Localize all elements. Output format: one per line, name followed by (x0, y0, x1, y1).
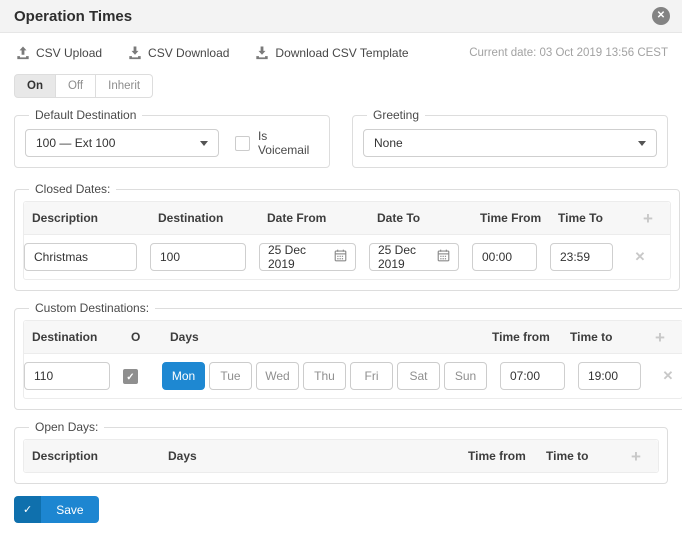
col-date-to: Date To (377, 211, 421, 225)
default-destination-legend: Default Destination (35, 108, 137, 122)
col-description: Description (32, 449, 99, 463)
open-days-fieldset: Open Days: Description Days Time from Ti… (14, 420, 668, 484)
chevron-down-icon (199, 140, 208, 146)
col-o: O (131, 330, 141, 344)
time-from-input[interactable] (472, 243, 537, 271)
col-description: Description (32, 211, 99, 225)
custom-destinations-legend: Custom Destinations: (35, 301, 150, 315)
closed-dates-table: Description Destination Date From Date T… (23, 201, 671, 280)
close-icon[interactable]: ✕ (652, 7, 670, 25)
csv-download-button[interactable]: CSV Download (128, 46, 229, 60)
table-row: ✓ Mon Tue Wed Thu Fri Sat Sun ✕ (24, 354, 682, 398)
time-to-input[interactable] (578, 362, 641, 390)
csv-upload-label: CSV Upload (36, 46, 103, 60)
col-days: Days (170, 330, 199, 344)
default-destination-select[interactable]: 100 — Ext 100 (25, 129, 219, 157)
destination-input[interactable] (150, 243, 246, 271)
chevron-down-icon (638, 140, 646, 146)
toolbar: CSV Upload CSV Download Download CSV Tem… (0, 33, 682, 70)
add-row-icon[interactable]: + (643, 208, 653, 228)
closed-dates-header-row: Description Destination Date From Date T… (24, 202, 670, 235)
table-row: 25 Dec 2019 25 Dec 2019 ✕ (24, 235, 670, 279)
toggle-inherit-button[interactable]: Inherit (96, 74, 154, 98)
toggle-off-button[interactable]: Off (55, 74, 97, 98)
csv-template-button[interactable]: Download CSV Template (255, 46, 409, 60)
toggle-on-button[interactable]: On (14, 74, 56, 98)
col-time-to: Time To (558, 211, 603, 225)
greeting-legend: Greeting (373, 108, 420, 122)
col-time-to: Time to (570, 330, 613, 344)
default-destination-value: 100 — Ext 100 (36, 136, 116, 150)
custom-destinations-header-row: Destination O Days Time from Time to + (24, 321, 682, 354)
time-from-input[interactable] (500, 362, 565, 390)
custom-destinations-fieldset: Custom Destinations: Destination O Days … (14, 301, 682, 410)
delete-row-icon[interactable]: ✕ (662, 368, 674, 383)
upload-icon (16, 46, 30, 60)
day-button-thu[interactable]: Thu (303, 362, 346, 390)
closed-dates-legend: Closed Dates: (35, 182, 111, 196)
enabled-checkbox[interactable]: ✓ (123, 368, 138, 384)
csv-download-label: CSV Download (148, 46, 230, 60)
col-time-to: Time to (546, 449, 589, 463)
greeting-value: None (374, 136, 403, 150)
download-icon (255, 46, 269, 60)
col-time-from: Time from (492, 330, 550, 344)
date-from-value: 25 Dec 2019 (268, 243, 307, 271)
delete-row-icon[interactable]: ✕ (634, 249, 646, 264)
default-destination-fieldset: Default Destination 100 — Ext 100 Is Voi… (14, 108, 330, 168)
day-button-sat[interactable]: Sat (397, 362, 440, 390)
date-to-input[interactable]: 25 Dec 2019 (369, 243, 459, 271)
is-voicemail-label: Is Voicemail (257, 129, 310, 157)
col-date-from: Date From (267, 211, 327, 225)
day-button-mon[interactable]: Mon (162, 362, 205, 390)
date-to-value: 25 Dec 2019 (378, 243, 417, 271)
col-destination: Destination (158, 211, 224, 225)
download-icon (128, 46, 142, 60)
time-to-input[interactable] (550, 243, 613, 271)
page-title: Operation Times (14, 7, 133, 25)
day-button-fri[interactable]: Fri (350, 362, 393, 390)
csv-upload-button[interactable]: CSV Upload (16, 46, 102, 60)
current-date: Current date: 03 Oct 2019 13:56 CEST (469, 47, 668, 59)
add-row-icon[interactable]: + (631, 446, 641, 466)
state-toggle-group: On Off Inherit (14, 74, 154, 98)
day-selector: Mon Tue Wed Thu Fri Sat Sun (162, 362, 487, 390)
custom-destinations-table: Destination O Days Time from Time to + ✓… (23, 320, 682, 399)
description-input[interactable] (24, 243, 137, 271)
day-button-sun[interactable]: Sun (444, 362, 487, 390)
greeting-select[interactable]: None (363, 129, 657, 157)
add-row-icon[interactable]: + (655, 327, 665, 347)
col-time-from: Time from (468, 449, 526, 463)
date-from-input[interactable]: 25 Dec 2019 (259, 243, 356, 271)
destination-input[interactable] (24, 362, 110, 390)
open-days-table: Description Days Time from Time to + (23, 439, 659, 473)
calendar-icon (334, 249, 347, 265)
col-days: Days (168, 449, 197, 463)
csv-template-label: Download CSV Template (275, 46, 409, 60)
open-days-header-row: Description Days Time from Time to + (24, 440, 658, 472)
greeting-fieldset: Greeting None (352, 108, 668, 168)
col-time-from: Time From (480, 211, 542, 225)
calendar-icon (437, 249, 450, 265)
day-button-wed[interactable]: Wed (256, 362, 299, 390)
open-days-legend: Open Days: (35, 420, 99, 434)
col-destination: Destination (32, 330, 98, 344)
dialog-header: Operation Times ✕ (0, 0, 682, 33)
closed-dates-fieldset: Closed Dates: Description Destination Da… (14, 182, 680, 291)
is-voicemail-checkbox[interactable] (234, 135, 250, 151)
day-button-tue[interactable]: Tue (209, 362, 252, 390)
